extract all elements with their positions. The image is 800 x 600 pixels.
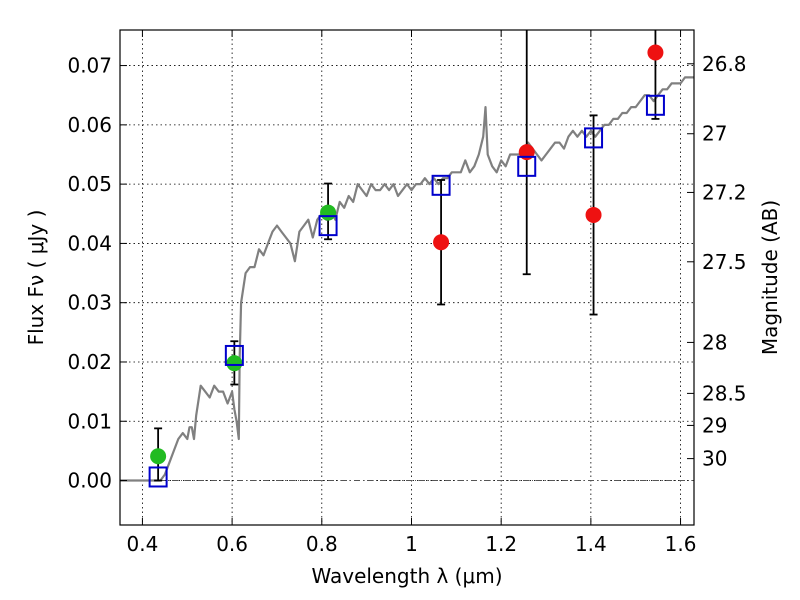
error-bars [154,30,660,482]
spectrum-path [120,76,694,482]
model-point [517,155,537,177]
right-tick-label: 26.8 [702,52,747,76]
model-point [431,174,451,196]
y-tick-label: 0.07 [67,54,112,78]
data-point [320,204,337,221]
model-point [148,466,168,488]
x-tick-label: 0.4 [127,532,159,556]
y-tick-label: 0.03 [67,291,112,315]
x-axis-label: Wavelength λ (μm) [311,564,502,588]
y-tick-label: 0.04 [67,231,112,255]
right-tick-label: 28 [702,330,727,354]
y-tick-label: 0.01 [67,409,112,433]
data-point [226,355,243,372]
markers [148,44,665,488]
right-tick-label: 27.5 [702,250,747,274]
axis-ticks: 0.4 0.6 0.8 1 1.2 1.4 1.6 0.00 0.01 0.02 0.03 0.04 0… [67,30,747,556]
x-tick-label: 1.2 [485,532,517,556]
data-point [433,234,450,251]
plot-frame [119,29,695,526]
y-tick-label: 0.05 [67,172,112,196]
y-tick-label: 0.02 [67,350,112,374]
right-tick-label: 27 [702,122,727,146]
y-tick-label: 0.00 [67,469,112,493]
x-tick-label: 0.8 [306,532,338,556]
x-tick-label: 1 [405,532,418,556]
right-tick-label: 28.5 [702,381,747,405]
model-point [224,344,244,366]
model-point [584,127,604,149]
spectrum-line [120,76,694,482]
model-point [318,215,338,237]
data-point [585,206,602,223]
data-point [150,448,167,465]
data-point [647,44,664,61]
x-tick-label: 0.6 [216,532,248,556]
right-tick-label: 30 [702,447,727,471]
x-tick-label: 1.4 [575,532,607,556]
y-tick-label: 0.06 [67,113,112,137]
right-tick-label: 29 [702,413,727,437]
y-axis-label: Flux Fν ( μJy ) [24,210,48,346]
grid [120,30,694,525]
right-axis-label: Magnitude (AB) [758,200,782,355]
right-tick-label: 27.2 [702,180,747,204]
model-point [645,94,665,116]
x-tick-label: 1.6 [665,532,697,556]
